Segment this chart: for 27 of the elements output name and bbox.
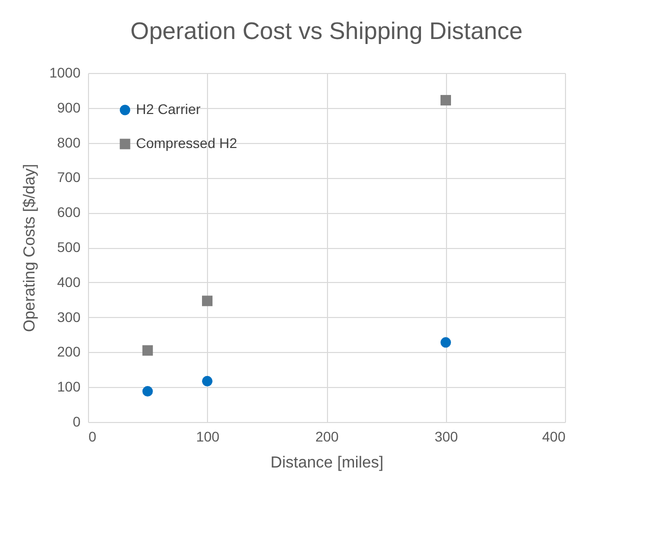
x-tick-label: 0	[88, 428, 96, 444]
x-tick-label: 100	[196, 428, 220, 444]
y-tick-label: 700	[57, 169, 81, 186]
x-axis-title: Distance [miles]	[270, 454, 384, 472]
y-tick-label: 500	[57, 239, 81, 255]
legend-label: H2 Carrier	[136, 101, 201, 117]
y-tick-label: 800	[57, 134, 81, 150]
point	[440, 337, 451, 348]
y-tick-label: 400	[57, 274, 81, 290]
x-tick-label: 400	[542, 428, 566, 444]
legend-label: Compressed H2	[136, 135, 238, 151]
point	[142, 345, 153, 356]
y-tick-label: 900	[57, 99, 81, 116]
y-axis-title: Operating Costs [$/day]	[21, 164, 38, 332]
y-tick-label: 600	[57, 204, 81, 220]
x-tick-label: 200	[315, 428, 339, 444]
y-tick-label: 0	[72, 414, 81, 430]
y-tick-label: 300	[57, 308, 81, 325]
point	[142, 386, 153, 397]
chart-title: Operation Cost vs Shipping Distance	[130, 18, 523, 45]
point	[440, 94, 451, 106]
x-tick-label: 300	[434, 428, 458, 444]
y-tick-label: 200	[57, 344, 81, 360]
y-tick-label: 100	[57, 378, 81, 395]
point	[202, 376, 212, 386]
point	[202, 296, 212, 306]
y-tick-label: 1000	[49, 64, 81, 80]
